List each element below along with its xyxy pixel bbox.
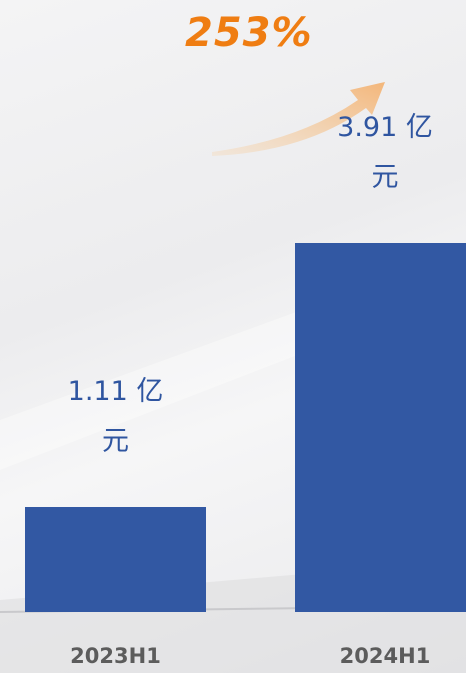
bar [25,507,206,612]
growth-arrow [212,82,385,156]
x-tick-label: 2023H1 [70,644,161,668]
growth-annotation: 253% [185,10,313,56]
bar [295,243,466,612]
x-tick-label: 2024H1 [339,644,431,668]
data-label: 1.11 亿元 [67,376,164,458]
data-label: 3.91 亿元 [337,112,433,193]
